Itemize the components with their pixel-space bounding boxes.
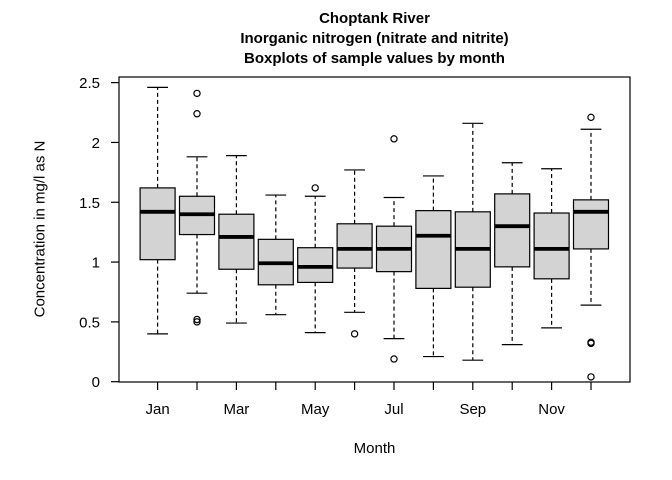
outlier-point	[193, 110, 201, 118]
x-tick-label: Sep	[459, 401, 486, 418]
chart-title-line-3: Boxplots of sample values by month	[244, 50, 505, 67]
outlier-point	[311, 184, 319, 192]
boxplot-apr	[257, 194, 294, 316]
boxplot-jul	[375, 135, 413, 363]
outlier-point	[587, 113, 595, 122]
iqr-box	[415, 210, 452, 289]
boxplot-jan	[139, 86, 176, 335]
x-tick-label: Nov	[538, 401, 565, 418]
plot-frame	[118, 76, 631, 383]
y-tick-label: 0	[92, 374, 100, 391]
y-axis-title: Concentration in mg/l as N	[31, 140, 49, 318]
x-tick-label: Jan	[146, 401, 170, 418]
iqr-box	[336, 223, 373, 269]
boxplot-nov	[533, 168, 570, 329]
x-tick-label: Mar	[223, 401, 249, 418]
outlier-point	[587, 339, 595, 348]
iqr-box	[533, 212, 570, 280]
outlier-point	[587, 373, 595, 381]
boxplot-mar	[218, 154, 255, 324]
outlier-point	[193, 315, 201, 324]
outlier-point	[193, 318, 201, 326]
outlier-point	[350, 330, 359, 338]
y-tick-label: 1.5	[79, 195, 100, 212]
x-axis-title: Month	[353, 440, 396, 457]
x-tick-label: May	[301, 401, 330, 418]
chart-title-line-1: Choptank River	[319, 10, 430, 27]
outlier-point	[390, 135, 398, 143]
chart-title-line-2: Inorganic nitrogen (nitrate and nitrite)	[240, 30, 509, 47]
x-tick-label: Jul	[384, 401, 403, 418]
boxplot-feb	[178, 89, 216, 326]
boxplot-sep	[454, 122, 491, 361]
boxplot-may	[297, 184, 334, 334]
boxplot-aug	[415, 175, 452, 358]
boxplot-jun	[336, 169, 373, 338]
outlier-point	[390, 355, 398, 363]
iqr-box	[572, 199, 610, 250]
y-tick-label: 1	[92, 255, 100, 272]
iqr-box	[139, 187, 176, 261]
outlier-point	[193, 89, 201, 98]
y-tick-label: 2.5	[79, 75, 100, 92]
boxplot-dec	[572, 113, 610, 381]
boxplot-oct	[494, 162, 531, 346]
y-tick-label: 0.5	[79, 314, 100, 331]
y-tick-label: 2	[92, 135, 100, 152]
iqr-box	[494, 193, 531, 268]
iqr-box	[218, 213, 255, 270]
